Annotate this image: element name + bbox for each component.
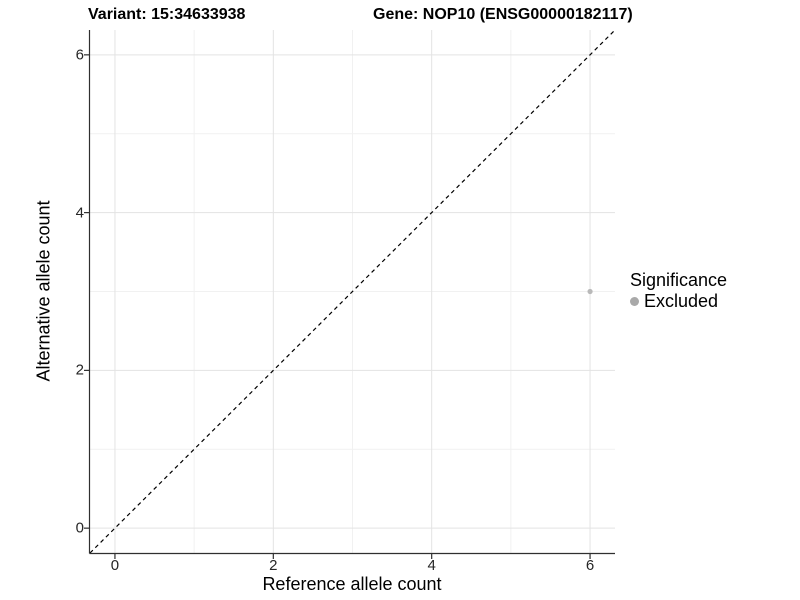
- y-tick-label: 6: [75, 46, 84, 64]
- identity-line: [89, 29, 616, 554]
- legend-point-icon: [630, 296, 639, 306]
- data-point: [587, 288, 593, 295]
- y-axis-title: Alternative allele count: [33, 200, 54, 382]
- x-axis-title: Reference allele count: [262, 574, 442, 594]
- x-tick-label: 6: [585, 557, 595, 574]
- legend-item-excluded: Excluded: [630, 291, 727, 311]
- x-tick-label: 2: [269, 557, 278, 574]
- y-tick-label: 2: [75, 361, 84, 379]
- x-tick-label: 4: [427, 557, 436, 574]
- plot-title-gene: Gene: NOP10 (ENSG00000182117): [373, 6, 633, 23]
- legend-item-label: Excluded: [644, 290, 719, 311]
- y-tick-label: 0: [75, 519, 84, 537]
- plot-title-variant: Variant: 15:34633938: [88, 6, 246, 23]
- y-tick-label: 4: [75, 204, 84, 222]
- x-tick-label: 0: [110, 557, 120, 574]
- legend-title: Significance: [630, 270, 728, 290]
- legend: Significance Excluded: [630, 270, 727, 311]
